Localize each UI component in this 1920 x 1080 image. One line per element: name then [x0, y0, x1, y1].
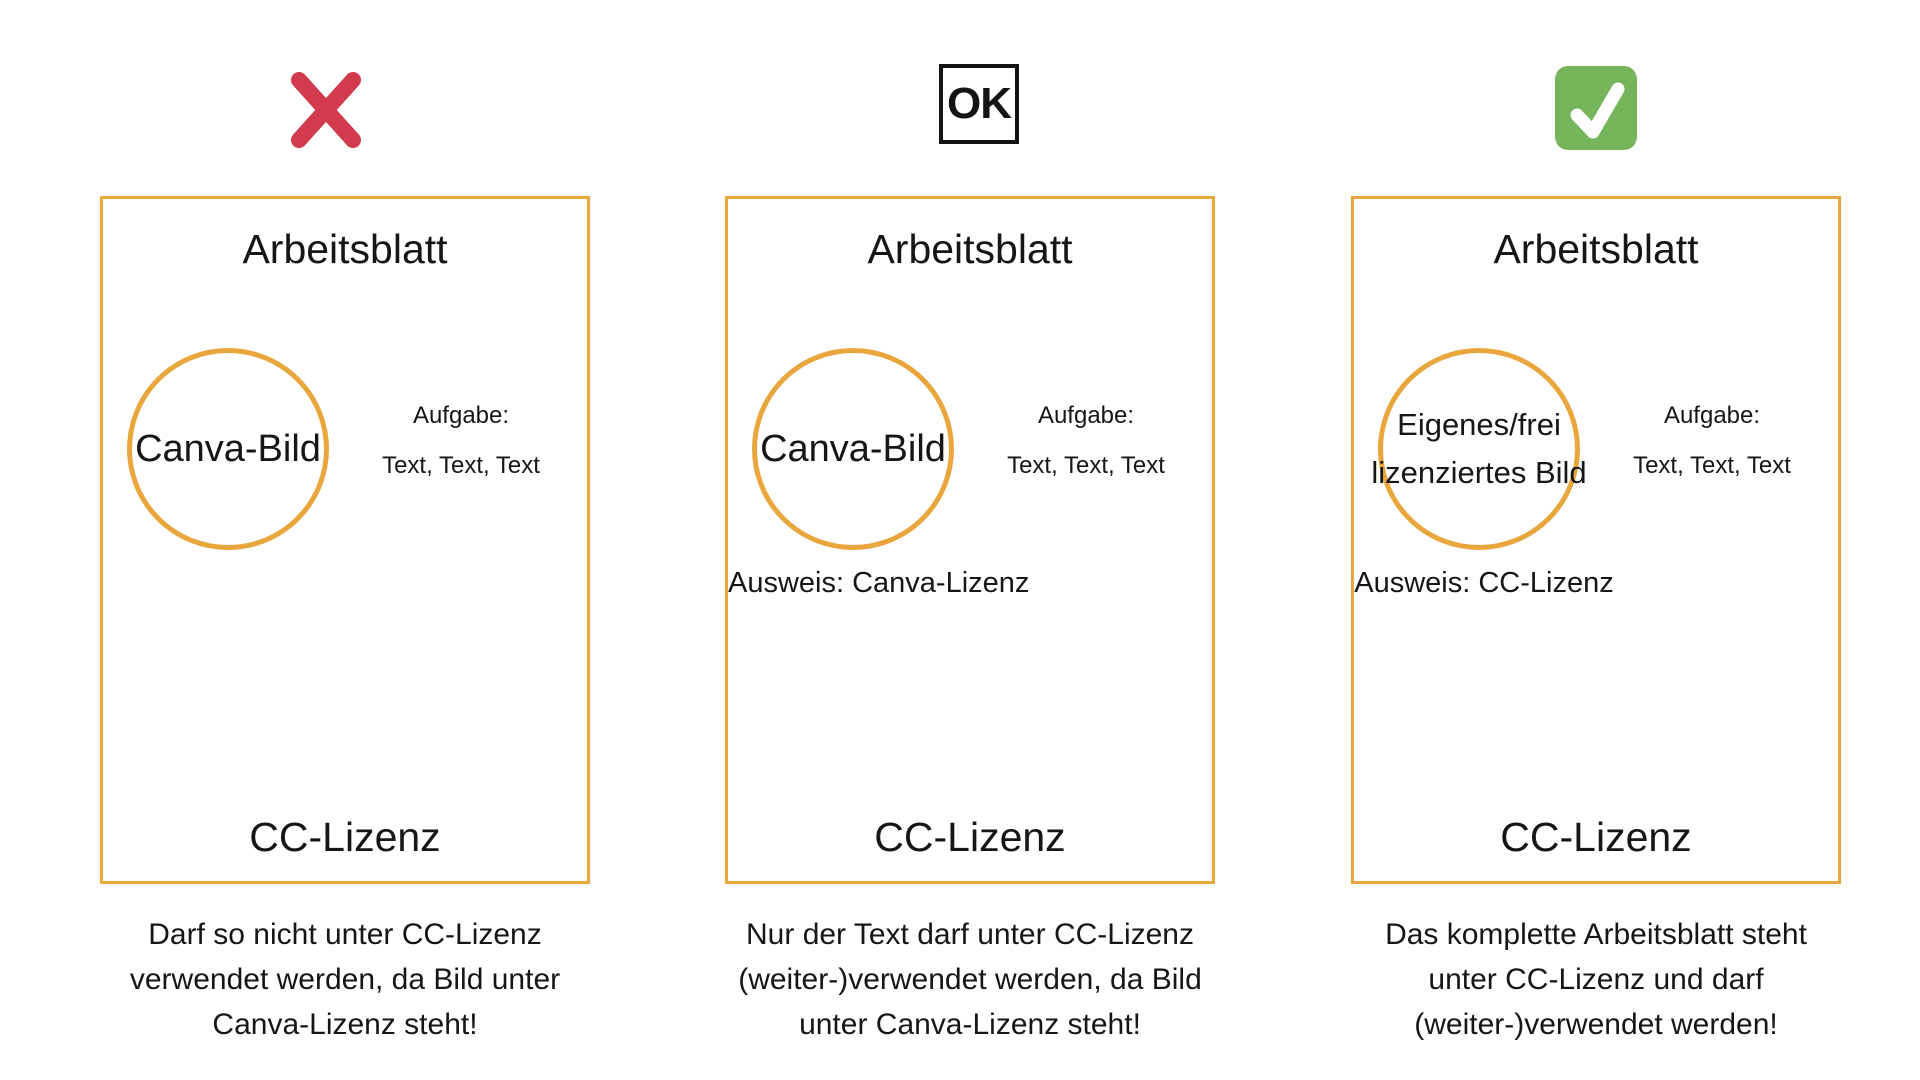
worksheet-card: Arbeitsblatt Canva-Bild Aufgabe: Text, T… — [725, 196, 1215, 884]
image-label-line: Canva-Bild — [760, 428, 946, 470]
image-placeholder-circle: Canva-Bild — [752, 348, 954, 550]
task-text: Text, Text, Text — [382, 452, 540, 479]
task-block: Aufgabe: Text, Text, Text — [353, 401, 569, 481]
image-label-line: Canva-Bild — [135, 428, 321, 470]
verdict-icon-area: OK — [734, 64, 1224, 156]
worksheet-title: Arbeitsblatt — [867, 226, 1073, 272]
caption-line: (weiter-)verwendet werden! — [1414, 1008, 1778, 1041]
verdict-caption: Nur der Text darf unter CC-Lizenz (weite… — [710, 912, 1230, 1047]
verdict-icon-area — [1351, 64, 1841, 156]
image-placeholder-circle: Canva-Bild — [127, 348, 329, 550]
task-label: Aufgabe: — [412, 402, 510, 429]
caption-line: unter CC-Lizenz und darf — [1428, 963, 1764, 996]
image-label-line: Eigenes/frei — [1397, 407, 1561, 442]
caption-line: (weiter-)verwendet werden, da Bild — [738, 963, 1202, 996]
ok-badge-icon: OK — [939, 64, 1019, 144]
caption-line: Nur der Text darf unter CC-Lizenz — [746, 918, 1194, 951]
task-block: Aufgabe: Text, Text, Text — [1604, 401, 1820, 481]
column-allowed: Arbeitsblatt Eigenes/frei lizenziertes B… — [1351, 0, 1841, 1080]
task-label: Aufgabe: — [1037, 402, 1135, 429]
worksheet-license-footer: CC-Lizenz — [874, 814, 1066, 860]
caption-line: Canva-Lizenz steht! — [212, 1008, 478, 1041]
image-placeholder-circle: Eigenes/frei lizenziertes Bild — [1371, 348, 1587, 550]
column-ok: OK Arbeitsblatt Canva-Bild Aufgabe: Text… — [725, 0, 1215, 1080]
worksheet-title: Arbeitsblatt — [1493, 226, 1699, 272]
verdict-caption: Das komplette Arbeitsblatt steht unter C… — [1336, 912, 1856, 1047]
image-label: Canva-Bild — [78, 425, 378, 473]
image-label: Eigenes/frei lizenziertes Bild — [1329, 401, 1629, 497]
worksheet-license-footer: CC-Lizenz — [249, 814, 441, 860]
check-icon — [1555, 66, 1637, 150]
task-text: Text, Text, Text — [1633, 452, 1791, 479]
cross-icon — [291, 72, 361, 148]
caption-line: Das komplette Arbeitsblatt steht — [1385, 918, 1807, 951]
image-label-line: lizenziertes Bild — [1371, 455, 1587, 490]
license-note: Ausweis: CC-Lizenz — [1354, 567, 1614, 599]
task-text: Text, Text, Text — [1007, 452, 1165, 479]
image-label: Canva-Bild — [703, 425, 1003, 473]
column-not-allowed: Arbeitsblatt Canva-Bild Aufgabe: Text, T… — [100, 0, 590, 1080]
verdict-icon-area — [81, 64, 571, 156]
task-block: Aufgabe: Text, Text, Text — [978, 401, 1194, 481]
worksheet-card: Arbeitsblatt Eigenes/frei lizenziertes B… — [1351, 196, 1841, 884]
task-label: Aufgabe: — [1663, 402, 1761, 429]
caption-line: Darf so nicht unter CC-Lizenz — [148, 918, 542, 951]
caption-line: unter Canva-Lizenz steht! — [799, 1008, 1141, 1041]
caption-line: verwendet werden, da Bild unter — [129, 963, 561, 996]
verdict-caption: Darf so nicht unter CC-Lizenz verwendet … — [85, 912, 605, 1047]
license-note: Ausweis: Canva-Lizenz — [728, 567, 1030, 599]
worksheet-license-footer: CC-Lizenz — [1500, 814, 1692, 860]
worksheet-title: Arbeitsblatt — [242, 226, 448, 272]
worksheet-card: Arbeitsblatt Canva-Bild Aufgabe: Text, T… — [100, 196, 590, 884]
